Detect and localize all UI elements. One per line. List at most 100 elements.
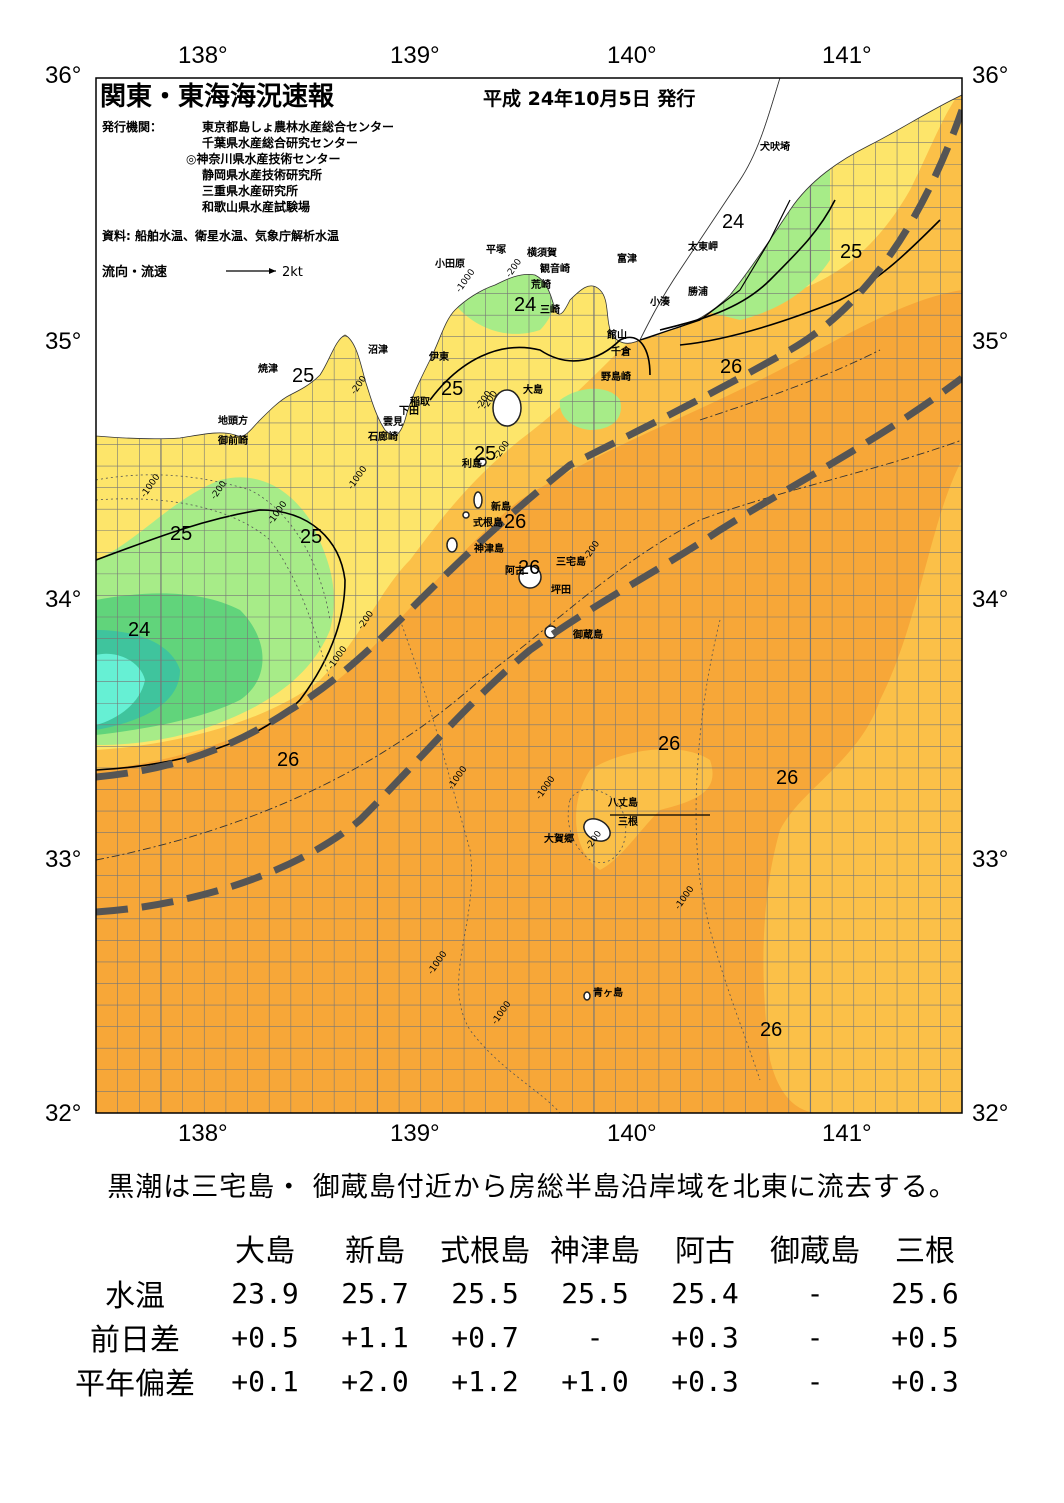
map-frame — [95, 77, 963, 1114]
table-column-header: 三根 — [895, 1234, 955, 1269]
depth-1000-east — [695, 619, 761, 1081]
kuroshio-path-outer — [96, 375, 962, 916]
coordinate-label: 140° — [607, 42, 657, 69]
issuer-line: 静岡県水産技術研究所 — [202, 167, 322, 182]
place-label: 三宅島 — [556, 555, 586, 568]
source-note: 資料: 船舶水温、衛星水温、気象庁解析水温 — [102, 228, 339, 243]
depth-1000-west — [96, 498, 331, 681]
row-label: 平年偏差 — [75, 1367, 195, 1402]
map-canvas: 関東・東海海況速報 平成 24年10月5日 発行 発行機関： 東京都島しょ農林水… — [95, 77, 963, 1114]
place-label: 式根島 — [473, 516, 503, 529]
island-aogashima — [583, 991, 591, 1001]
table-corner — [60, 1225, 210, 1271]
coordinate-label: 138° — [178, 42, 228, 69]
map-title: 関東・東海海況速報 — [100, 82, 335, 112]
coordinate-label: 35° — [972, 328, 1009, 355]
isotherm-24-boso — [659, 199, 836, 331]
table-cell: - — [806, 1364, 824, 1398]
table-cell: +1.2 — [451, 1364, 519, 1398]
table-column-header: 御蔵島 — [770, 1234, 860, 1269]
temp-band-24-oshima — [559, 388, 621, 430]
place-label: 三崎 — [540, 303, 560, 316]
coordinate-label: 32° — [972, 1100, 1009, 1127]
place-label: 勝浦 — [688, 285, 708, 298]
table-cell: - — [586, 1320, 604, 1354]
issuer-list: 東京都島しょ農林水産総合センター千葉県水産総合研究センター◎神奈川県水産技術セン… — [186, 119, 394, 214]
temp-band-26-hachijo — [576, 749, 713, 870]
coordinate-label: 141° — [822, 1120, 872, 1147]
coordinate-label: 34° — [45, 586, 82, 613]
table-row: 前日差 +0.5 +1.1 +0.7 - +0.3 - +0.5 — [60, 1315, 980, 1359]
dashdot-contours — [96, 349, 962, 861]
place-label: 大島 — [523, 383, 543, 396]
table-cell: 23.9 — [231, 1276, 299, 1310]
coordinate-label: 138° — [178, 1120, 228, 1147]
table-row: 水温 23.9 25.7 25.5 25.5 25.4 - 25.6 — [60, 1271, 980, 1315]
water-temp-table: 大島 新島 式根島 神津島 阿古 御蔵島 三根 水温 23.9 25.7 25.5 25.5 25.4… — [60, 1225, 980, 1403]
isotherm-label: 25 — [441, 378, 463, 400]
coordinate-label: 139° — [390, 1120, 440, 1147]
table-column-header: 式根島 — [440, 1234, 530, 1269]
coordinate-label: 34° — [972, 586, 1009, 613]
table-cell: +2.0 — [341, 1364, 409, 1398]
table-cell: 25.5 — [451, 1276, 519, 1310]
place-label: 大賀郷 — [544, 832, 574, 845]
contour-dashdot-2 — [699, 349, 881, 421]
contour-dashdot-1 — [96, 439, 962, 861]
island-oshima — [492, 389, 522, 427]
isotherm-label: 25 — [300, 526, 322, 548]
isotherm-label: 26 — [658, 733, 680, 755]
isotherm-25-central — [429, 336, 651, 401]
isotherm-label: 24 — [722, 211, 744, 233]
coordinate-label: 36° — [45, 62, 82, 89]
place-label: 沼津 — [368, 343, 388, 356]
row-label: 水温 — [105, 1279, 165, 1314]
place-label: 野島崎 — [601, 370, 631, 383]
table-cell: +0.7 — [451, 1320, 519, 1354]
coordinate-label: 141° — [822, 42, 872, 69]
island-kozushima — [446, 537, 458, 553]
place-label: 伊東 — [428, 350, 449, 363]
table-cell: +0.3 — [891, 1364, 959, 1398]
place-label: 坪田 — [551, 583, 571, 596]
place-label: 観音崎 — [540, 262, 570, 275]
issue-date: 平成 24年10月5日 発行 — [483, 87, 695, 110]
table-cell: 25.6 — [891, 1276, 959, 1310]
coordinate-label: 139° — [390, 42, 440, 69]
flow-legend-arrowhead — [269, 268, 276, 274]
isotherm-label: 25 — [474, 443, 496, 465]
place-label: 利島 — [462, 457, 482, 470]
table-cell: +0.5 — [231, 1320, 299, 1354]
table-header-row: 大島 新島 式根島 神津島 阿古 御蔵島 三根 — [60, 1225, 980, 1271]
place-label: 荒崎 — [530, 278, 551, 291]
table-cell: +0.3 — [671, 1320, 739, 1354]
place-label: 犬吠埼 — [760, 140, 790, 153]
issuer-line: 三重県水産研究所 — [202, 183, 298, 198]
row-label: 前日差 — [90, 1323, 180, 1358]
issuer-line: 千葉県水産総合研究センター — [202, 135, 358, 150]
place-label: 雲見 — [383, 416, 403, 428]
island-hachijojima — [583, 818, 611, 842]
place-label: 太東岬 — [687, 240, 718, 253]
table-cell: 25.5 — [561, 1276, 629, 1310]
table-cell: +0.5 — [891, 1320, 959, 1354]
table-cell: - — [806, 1276, 824, 1310]
isotherm-label: 25 — [292, 365, 314, 387]
island-shikinejima — [462, 511, 470, 519]
place-label: 横須賀 — [527, 246, 557, 259]
isotherm-label: 26 — [504, 511, 526, 533]
table-column-header: 阿古 — [675, 1234, 735, 1269]
place-label: 神津島 — [474, 542, 504, 555]
island-miyakejima — [518, 565, 542, 589]
table-cell: +1.0 — [561, 1364, 629, 1398]
table-cell: +0.3 — [671, 1364, 739, 1398]
isotherm-label: 25 — [170, 523, 192, 545]
temp-band-26-east — [763, 460, 962, 1113]
kuroshio-paths — [96, 108, 962, 916]
place-label: 三根 — [618, 815, 638, 828]
sea-temperature-map: 関東・東海海況速報 平成 24年10月5日 発行 発行機関： 東京都島しょ農林水… — [45, 42, 1009, 1147]
island-niijima — [473, 491, 483, 509]
place-label: 小湊 — [649, 295, 671, 308]
depth-200-west — [96, 474, 331, 621]
